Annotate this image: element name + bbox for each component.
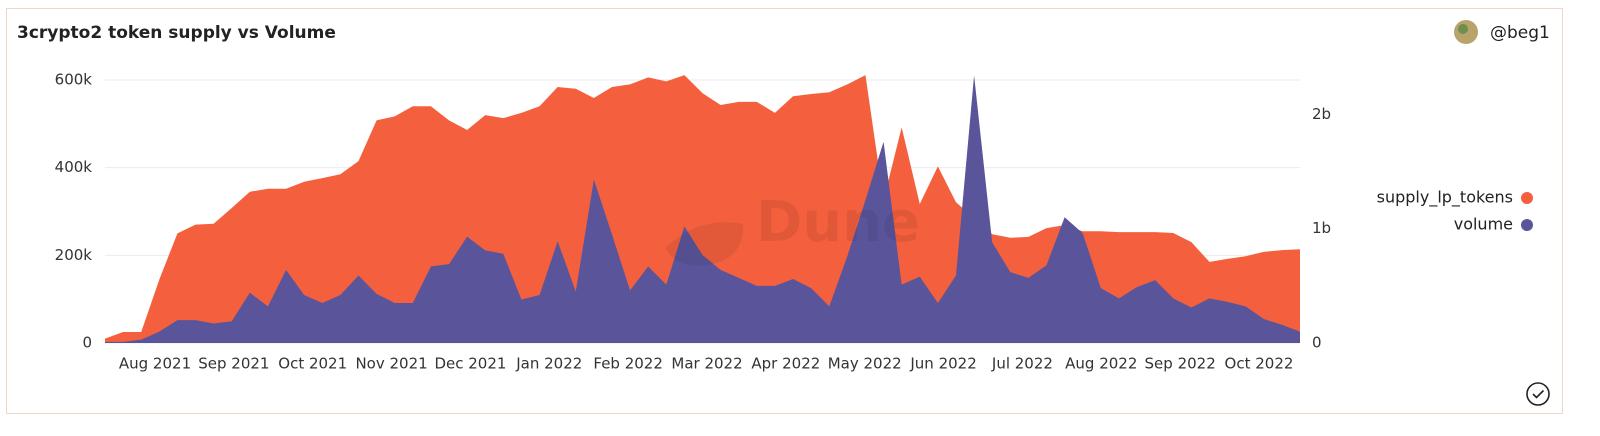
x-tick-label: Mar 2022 — [671, 355, 742, 373]
x-tick-label: Sep 2022 — [1145, 355, 1216, 373]
author[interactable]: @beg1 — [1490, 23, 1550, 43]
x-tick-label: Dec 2021 — [434, 355, 506, 373]
y2-tick-label: 0 — [1312, 334, 1322, 352]
y-tick-label: 200k — [55, 246, 93, 264]
x-tick-label: Feb 2022 — [593, 355, 663, 373]
x-tick-label: Jun 2022 — [909, 355, 976, 373]
legend-label: volume — [1454, 215, 1513, 234]
y-tick-label: 600k — [55, 71, 93, 89]
legend-dot — [1521, 192, 1533, 204]
x-tick-label: Sep 2021 — [198, 355, 269, 373]
plot: 0 200k 400k 600k 0 1b 2b Aug 2021 Sep 2021 Oct 20… — [55, 71, 1533, 373]
y2-tick-label: 1b — [1312, 219, 1331, 237]
y-tick-label: 400k — [55, 158, 93, 176]
legend-dot — [1521, 219, 1533, 231]
check-icon[interactable] — [1526, 382, 1550, 406]
x-tick-label: Aug 2022 — [1065, 355, 1137, 373]
x-tick-label: Nov 2021 — [355, 355, 427, 373]
x-tick-label: Jan 2022 — [515, 355, 582, 373]
x-tick-label: Oct 2021 — [278, 355, 347, 373]
chart-title: 3crypto2 token supply vs Volume — [17, 23, 336, 43]
area — [105, 75, 1300, 343]
x-tick-label: Oct 2022 — [1225, 355, 1294, 373]
y-tick-label: 0 — [82, 334, 92, 352]
x-tick-label: Aug 2021 — [119, 355, 191, 373]
legend-label: supply_lp_tokens — [1377, 188, 1513, 208]
watermark: Dune — [756, 190, 920, 255]
check-mark — [1532, 389, 1545, 399]
watermark-logo — [665, 222, 744, 266]
x-tick-label: Apr 2022 — [751, 355, 820, 373]
x-tick-label: Jul 2022 — [991, 355, 1053, 373]
x-tick-label: May 2022 — [828, 355, 902, 373]
y2-tick-label: 2b — [1312, 105, 1331, 123]
avatar-detail — [1458, 24, 1468, 34]
